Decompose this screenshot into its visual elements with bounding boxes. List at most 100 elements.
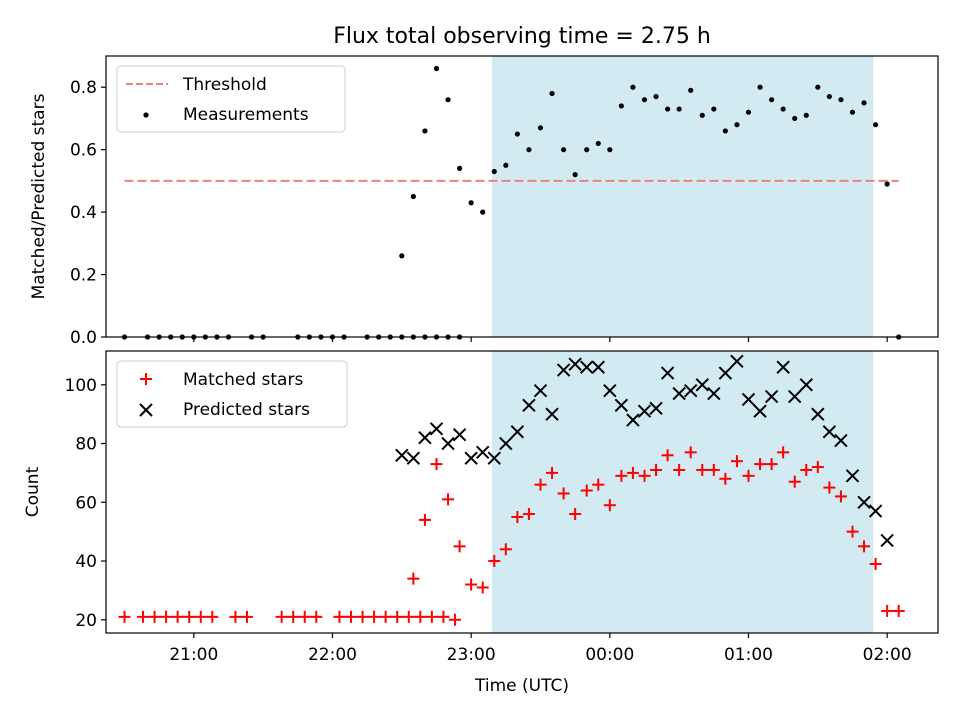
measurements-point [861,100,867,106]
matched-stars-point [391,610,404,623]
matched-stars-point [402,610,415,623]
measurements-point [618,103,624,109]
predicted-stars-point [476,445,490,460]
matched-stars-point [287,610,300,623]
predicted-stars-point [649,401,663,415]
matched-stars-point [834,490,847,503]
measurements-point [849,109,856,115]
bottom-panel: 20 40 60 80 100 21:00 22:00 23:00 00:00 01:00 02:… [23,350,939,696]
measurements-point [769,97,775,103]
x-tick-label: 01:00 [724,645,773,665]
matched-stars-point [448,613,461,626]
top-panel-shaded-interval [491,56,874,337]
predicted-stars-point [556,363,571,377]
matched-stars-point [275,610,288,623]
matched-stars-point [229,610,242,623]
matched-stars-point [881,604,894,617]
matched-stars-point [673,463,686,476]
matched-stars-point [892,604,905,617]
matched-stars-point [615,469,628,482]
matched-stars-point [650,463,663,476]
matched-stars-point [684,446,697,459]
predicted-stars-point [857,495,871,509]
measurements-point [641,97,648,103]
matched-stars-point [425,610,438,623]
y-tick-label: 0.4 [70,203,97,223]
measurements-point [561,147,567,153]
matched-stars-point [661,449,674,462]
bottom-legend-frame [116,360,348,428]
measurements-point [537,125,544,131]
predicted-stars-point [487,451,501,465]
matched-stars-point [754,458,767,471]
measurements-point [503,162,509,168]
measurements-point [491,168,497,175]
matched-stars-point [707,463,720,476]
measurements-point [410,193,416,200]
predicted-stars-point [799,378,813,392]
measurements-point [607,147,613,153]
matched-stars-point [742,469,755,482]
predicted-stars-point [695,378,709,392]
matched-stars-point [407,572,420,585]
matched-stars-point [418,513,431,526]
matched-stars-point [499,543,512,556]
matched-stars-point [430,458,443,471]
predicted-stars-point [626,413,640,427]
matched-stars-point [569,508,582,521]
legend-matched-swatch [140,373,152,385]
matched-stars-point [183,610,196,623]
predicted-stars-point [811,407,825,421]
legend-measurements-label: Measurements [183,105,309,125]
predicted-stars-point [395,448,409,462]
predicted-stars-point [452,428,467,442]
predicted-stars-point [753,404,767,418]
predicted-stars-point [718,366,733,380]
legend-matched-label: Matched stars [183,370,303,390]
matched-stars-point [240,610,253,623]
measurements-point [572,172,578,178]
matched-stars-point [511,510,524,523]
measurements-point [838,97,844,103]
matched-stars-point [858,540,871,553]
chart-title: Flux total observing time = 2.75 h [333,24,711,49]
measurements-point [399,253,405,259]
x-tick-label: 22:00 [308,645,357,665]
measurements-point [803,112,809,118]
observing-window [491,56,874,337]
predicted-stars-point [406,451,421,465]
matched-stars-point [453,540,466,553]
measurements-point [676,106,682,112]
predicted-stars-point [603,383,617,398]
measurements-point [595,140,601,147]
measurements-point [584,147,590,153]
matched-stars-point [437,610,450,623]
measurements-point [653,93,659,100]
predicted-stars-point [788,389,802,404]
top-panel-y-ticks: 0.0 0.2 0.4 0.6 0.8 [70,78,106,348]
predicted-stars-point [464,451,478,465]
measurements-point [457,165,463,171]
matched-stars-point [719,472,732,485]
measurements-point [722,128,728,134]
y-tick-label: 0.6 [70,141,97,161]
measurements-point [688,87,694,93]
measurements-point [826,93,832,100]
legend-threshold-label: Threshold [182,75,267,95]
matched-stars-point [310,610,323,623]
measurements-point [468,200,474,206]
measurements-point [884,181,890,187]
matched-stars-point [522,508,535,521]
matched-stars-point [696,463,709,476]
measurements-point [699,112,705,118]
matched-stars-point [580,484,593,497]
measurements-point [734,122,740,128]
top-panel-y-axis-label: Matched/Predicted stars [29,93,49,299]
matched-stars-point [160,610,173,623]
matched-stars-point [546,466,559,479]
measurements-point [665,106,671,112]
predicted-stars-point [614,398,629,413]
matched-stars-point [118,610,131,623]
predicted-stars-point [880,533,894,548]
measurements-point [757,84,763,90]
